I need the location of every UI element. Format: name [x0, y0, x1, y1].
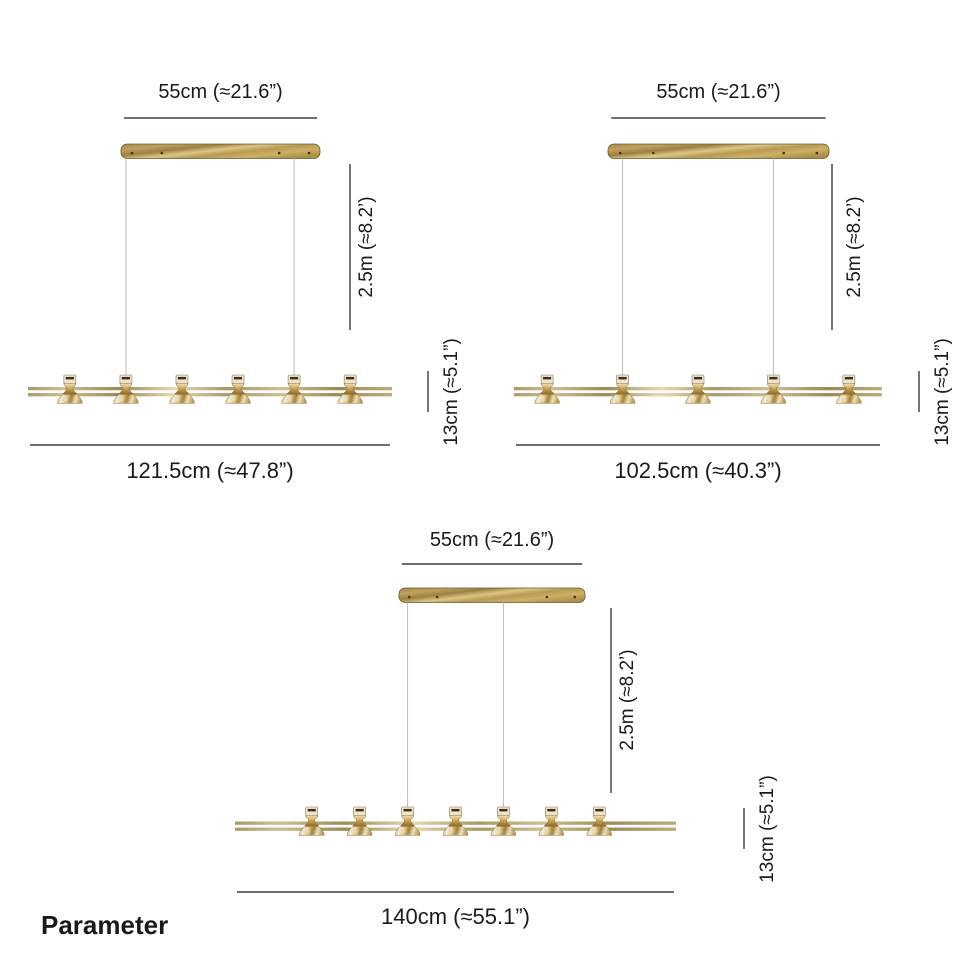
svg-text:13cm (≈5.1”): 13cm (≈5.1”) [757, 775, 778, 883]
svg-text:102.5cm (≈40.3”): 102.5cm (≈40.3”) [614, 458, 781, 483]
svg-text:2.5m (≈8.2’): 2.5m (≈8.2’) [617, 649, 638, 750]
svg-text:55cm (≈21.6”): 55cm (≈21.6”) [158, 81, 282, 103]
svg-text:140cm (≈55.1”): 140cm (≈55.1”) [381, 904, 530, 929]
svg-text:55cm (≈21.6”): 55cm (≈21.6”) [430, 529, 554, 551]
svg-text:2.5m (≈8.2’): 2.5m (≈8.2’) [356, 196, 377, 297]
svg-text:13cm (≈5.1”): 13cm (≈5.1”) [932, 338, 953, 446]
svg-text:Parameter: Parameter [41, 910, 168, 940]
svg-text:121.5cm (≈47.8”): 121.5cm (≈47.8”) [126, 458, 293, 483]
svg-text:55cm (≈21.6”): 55cm (≈21.6”) [656, 81, 780, 103]
svg-text:2.5m (≈8.2’): 2.5m (≈8.2’) [844, 196, 865, 297]
svg-text:13cm (≈5.1”): 13cm (≈5.1”) [441, 338, 462, 446]
